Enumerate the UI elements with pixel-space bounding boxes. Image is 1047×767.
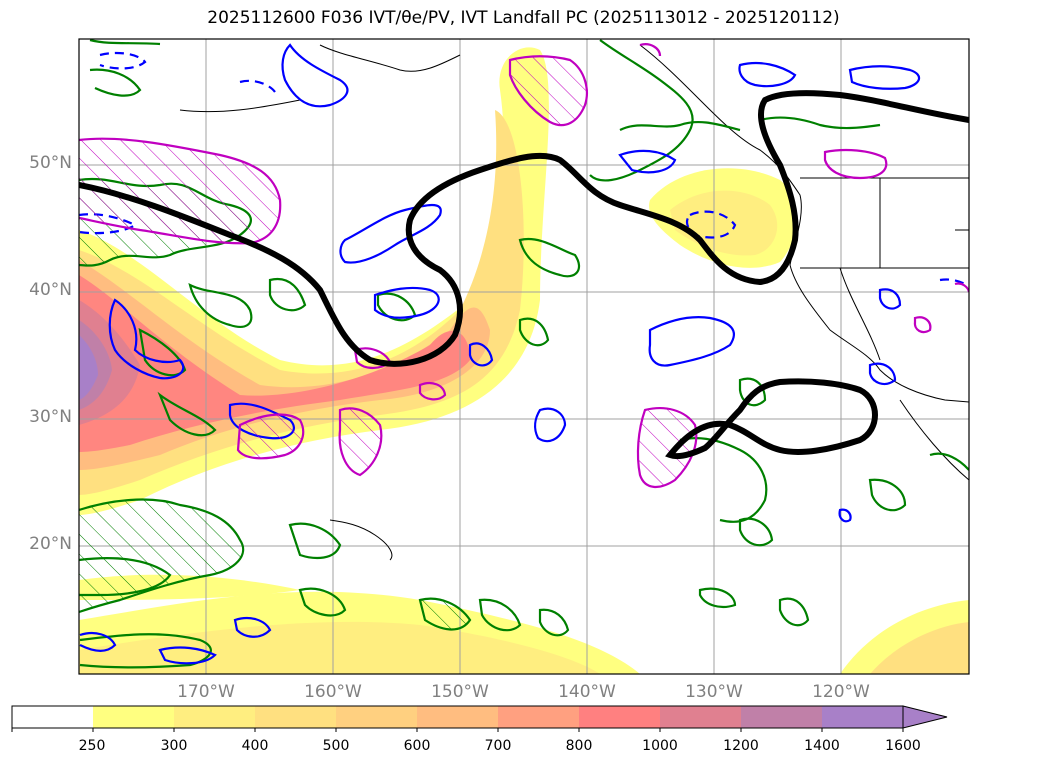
landfall-hatched-regions (79, 56, 697, 487)
colorbar-label: 250 (78, 738, 106, 754)
colorbar-label: 400 (241, 738, 269, 754)
colorbar-segment (174, 706, 255, 728)
colorbar-label: 1000 (642, 738, 678, 754)
colorbar-label: 1400 (804, 738, 840, 754)
lon-label-150w: 150°W (431, 682, 489, 702)
colorbar-label: 1200 (723, 738, 759, 754)
colorbar-segment (498, 706, 579, 728)
theta-contours-blue (79, 43, 921, 665)
colorbar-frame (11, 705, 904, 729)
colorbar-label: 800 (565, 738, 593, 754)
colorbar-segment (822, 706, 903, 728)
map-plot-area (79, 39, 969, 674)
lon-label-170w: 170°W (177, 682, 235, 702)
colorbar-label: 300 (160, 738, 188, 754)
lon-label-160w: 160°W (304, 682, 362, 702)
colorbar-label: 700 (484, 738, 512, 754)
lat-label-40n: 40°N (29, 280, 72, 300)
lon-label-140w: 140°W (558, 682, 616, 702)
lon-label-130w: 130°W (685, 682, 743, 702)
colorbar-segment (417, 706, 498, 728)
map-frame (78, 38, 970, 675)
colorbar (11, 705, 948, 732)
colorbar-segment (93, 706, 174, 728)
lat-label-50n: 50°N (29, 153, 72, 173)
map-title: 2025112600 F036 IVT/θe/PV, IVT Landfall … (207, 8, 840, 28)
colorbar-segment (12, 706, 93, 728)
colorbar-segment (336, 706, 417, 728)
thick-contour-black (79, 90, 969, 460)
lat-label-20n: 20°N (29, 534, 72, 554)
lon-label-120w: 120°W (812, 682, 870, 702)
colorbar-segment (741, 706, 822, 728)
coastlines (179, 44, 969, 561)
colorbar-segment (579, 706, 660, 728)
colorbar-label: 600 (403, 738, 431, 754)
colorbar-extend-arrow (902, 705, 948, 729)
colorbar-label: 1600 (885, 738, 921, 754)
ivt-shading-west-plume (79, 47, 549, 515)
colorbar-segment (255, 706, 336, 728)
lat-label-30n: 30°N (29, 407, 72, 427)
colorbar-label: 500 (322, 738, 350, 754)
colorbar-segment (660, 706, 741, 728)
